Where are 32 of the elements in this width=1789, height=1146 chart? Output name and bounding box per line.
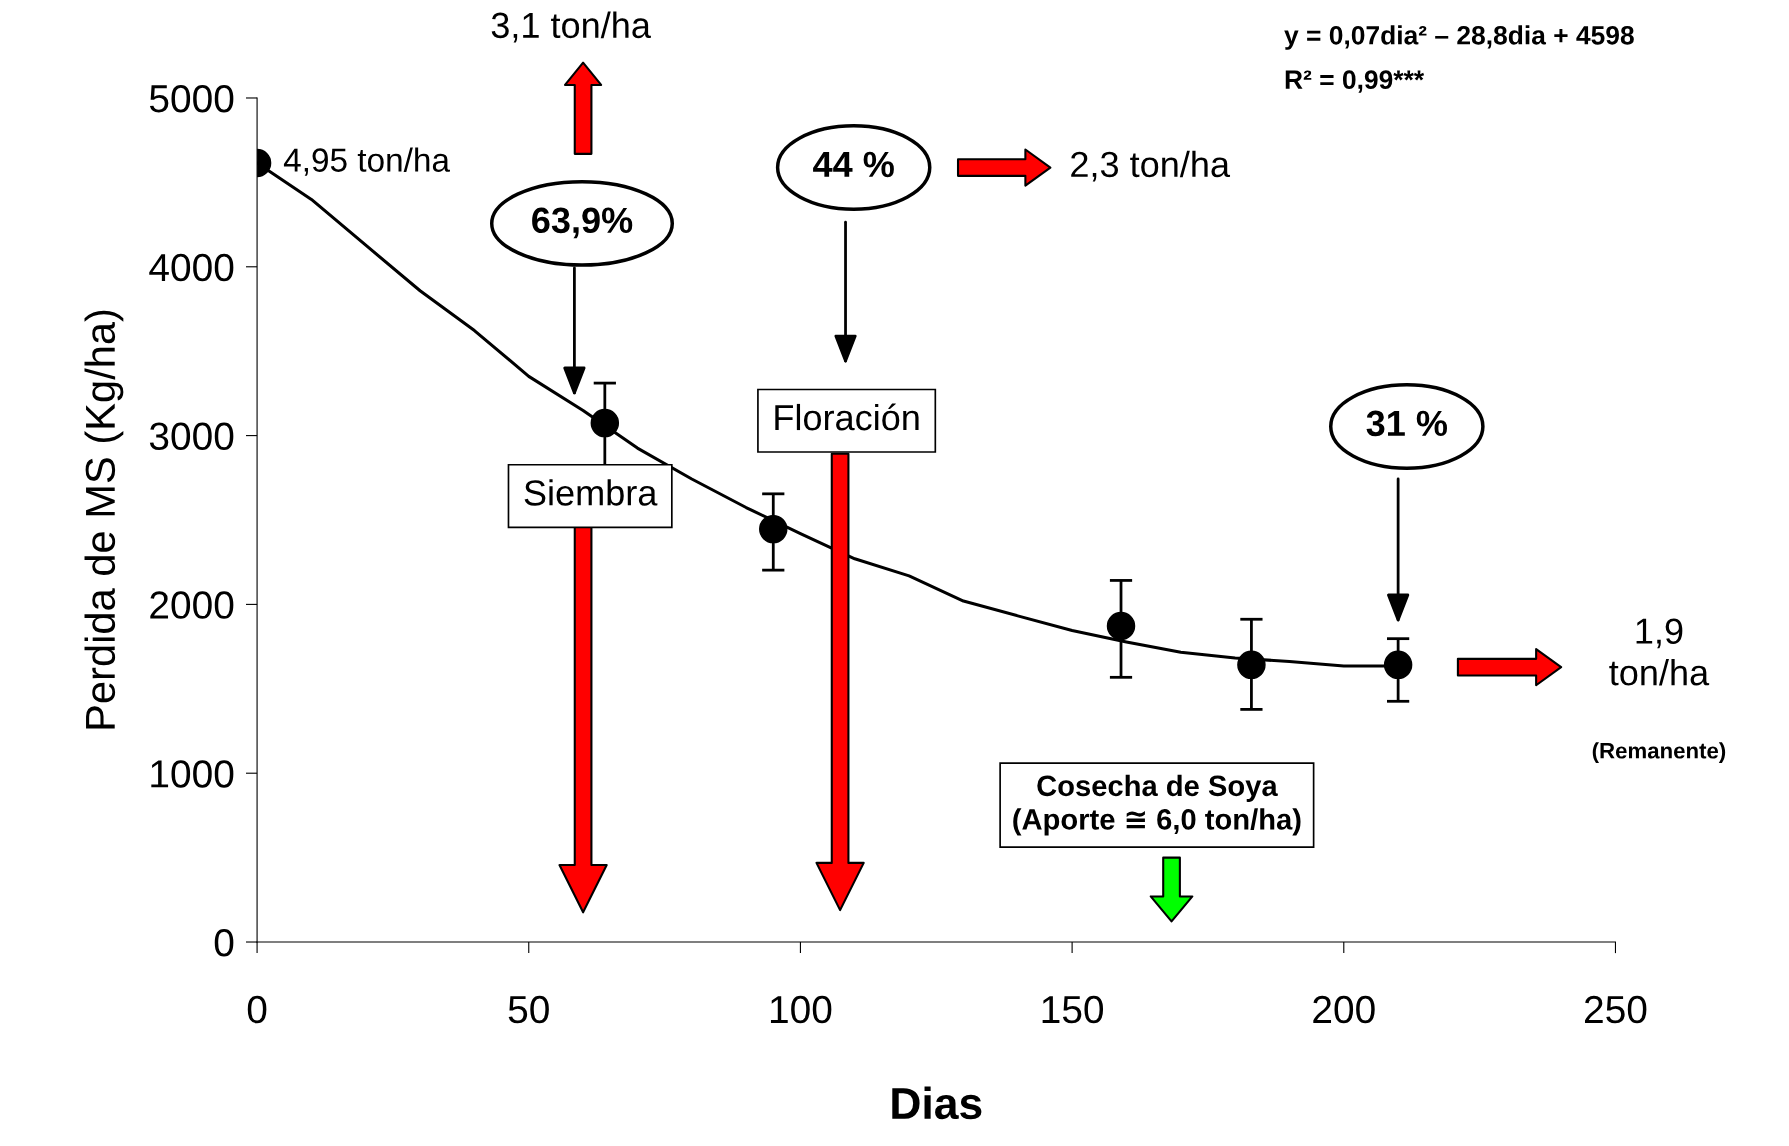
x-tick-label: 50 xyxy=(508,995,549,1024)
point xyxy=(590,408,620,438)
x-tick-label: 150 xyxy=(1042,995,1104,1024)
y-tick-label: 0 xyxy=(214,928,234,957)
annotation: 4,95 ton/ha xyxy=(283,147,450,176)
x-axis-title: Dias xyxy=(892,1086,982,1120)
annotation: Siembra xyxy=(524,479,658,506)
point xyxy=(1383,650,1413,680)
annotation: (Remanente) xyxy=(1592,742,1726,763)
x-tick-label: 200 xyxy=(1313,995,1375,1024)
y-tick-label: 1000 xyxy=(151,760,234,788)
annotation: Floración xyxy=(775,403,919,431)
x-tick-label: 100 xyxy=(770,995,832,1024)
y-tick-label: 4000 xyxy=(149,253,234,282)
y-tick-label: 5000 xyxy=(149,84,234,113)
annotation: Cosecha de Soya (Aporte ≅ 6,0 ton/ha) xyxy=(1013,774,1301,836)
point xyxy=(1106,611,1136,641)
y-tick-label: 2000 xyxy=(150,591,234,619)
x-tick-label: 0 xyxy=(247,995,267,1024)
annotation: 63,9% xyxy=(532,207,633,239)
y-axis-title: Perdida de MS (Kg/ha) xyxy=(84,310,124,729)
text: 3,1 ton/ha xyxy=(491,11,651,43)
annotation: 44 % xyxy=(813,151,894,178)
text: R² = 0,99*** xyxy=(1285,70,1425,93)
annotation: 31 % xyxy=(1366,410,1448,437)
annotation: 1,9 ton/ha xyxy=(1609,618,1710,686)
x-tick-label: 250 xyxy=(1584,995,1647,1024)
text: y = 0,07dia² – 28,8dia + 4598 xyxy=(1284,25,1634,50)
point xyxy=(759,514,788,544)
point xyxy=(1237,650,1266,680)
y-tick-label: 3000 xyxy=(149,422,234,451)
annotation: 2,3 ton/ha xyxy=(1071,150,1231,182)
